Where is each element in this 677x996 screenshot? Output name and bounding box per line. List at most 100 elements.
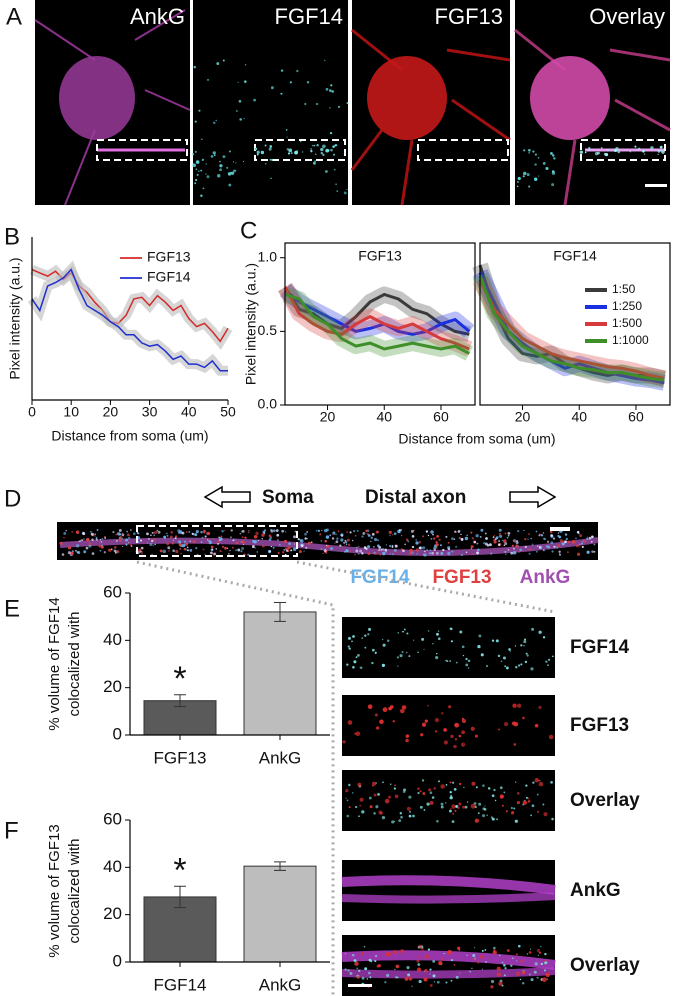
fluorescence-dot	[375, 530, 379, 534]
fluorescence-dot	[588, 146, 591, 150]
channel-label: AnkG	[520, 567, 571, 588]
fluorescence-dot	[361, 976, 365, 980]
fluorescence-dot	[374, 960, 377, 963]
x-tick-label: AnkG	[259, 975, 302, 994]
fluorescence-dot	[343, 550, 346, 553]
fluorescence-dot	[473, 540, 477, 544]
fluorescence-dot	[514, 819, 518, 823]
fluorescence-dot	[353, 660, 357, 664]
fluorescence-dot	[255, 531, 259, 536]
fluorescence-dot	[219, 550, 222, 552]
fluorescence-dot	[392, 720, 395, 723]
fluorescence-dot	[417, 791, 420, 795]
fluorescence-dot	[419, 790, 422, 793]
fluorescence-dot	[378, 549, 381, 551]
fluorescence-dot	[335, 533, 337, 536]
fluorescence-dot	[552, 655, 554, 658]
fluorescence-dot	[536, 551, 538, 553]
fluorescence-dot	[230, 536, 232, 538]
fluorescence-dot	[320, 547, 323, 551]
fluorescence-dot	[504, 532, 507, 535]
fluorescence-dot	[287, 546, 291, 550]
fluorescence-dot	[65, 529, 68, 532]
y-axis-label: colocalized with	[66, 611, 83, 716]
fluorescence-dot	[588, 149, 590, 151]
fluorescence-dot	[369, 976, 372, 979]
fluorescence-dot	[172, 549, 175, 553]
fluorescence-dot	[354, 805, 358, 809]
fluorescence-dot	[212, 151, 216, 155]
fluorescence-dot	[531, 804, 535, 808]
fluorescence-dot	[471, 781, 476, 786]
arrow-left	[203, 485, 251, 509]
fluorescence-dot	[465, 657, 468, 661]
fluorescence-dot	[434, 981, 436, 983]
fluorescence-dot	[537, 545, 539, 547]
fluorescence-dot	[536, 948, 540, 952]
fluorescence-dot	[116, 550, 120, 554]
fluorescence-dot	[496, 966, 501, 971]
fluorescence-dot	[434, 717, 440, 723]
fluorescence-dot	[180, 552, 182, 555]
fluorescence-dot	[490, 552, 493, 555]
fluorescence-dot	[389, 544, 392, 548]
fluorescence-dot	[579, 150, 584, 154]
fluorescence-dot	[464, 536, 469, 541]
fluorescence-dot	[412, 639, 415, 641]
fluorescence-dot	[505, 810, 508, 813]
series-band	[27, 260, 228, 376]
fluorescence-dot	[330, 148, 333, 152]
fluorescence-dot	[525, 652, 528, 655]
fluorescence-dot	[294, 530, 297, 533]
fluorescence-dot	[219, 160, 221, 163]
fluorescence-dot	[364, 634, 367, 637]
fluorescence-dot	[374, 713, 378, 717]
fluorescence-dot	[406, 966, 410, 970]
fluorescence-dot	[435, 540, 438, 544]
fluorescence-dot	[455, 661, 458, 664]
fluorescence-dot	[475, 534, 479, 538]
fluorescence-dot	[437, 637, 441, 641]
fluorescence-dot	[381, 663, 386, 667]
fluorescence-dot	[477, 812, 480, 815]
fluorescence-dot	[469, 970, 471, 973]
fluorescence-dot	[416, 959, 420, 963]
fluorescence-dot	[357, 552, 360, 555]
fluorescence-dot	[545, 167, 549, 171]
series-line	[283, 286, 470, 336]
fluorescence-dot	[357, 782, 362, 787]
fluorescence-dot	[511, 957, 514, 960]
inset-label: FGF13	[570, 715, 629, 736]
fluorescence-dot	[334, 144, 337, 147]
fluorescence-dot	[557, 532, 560, 534]
fluorescence-dot	[99, 549, 102, 552]
y-tick-label: 60	[103, 809, 122, 828]
fluorescence-dot	[445, 981, 448, 984]
fluorescence-dot	[95, 538, 99, 541]
fluorescence-dot	[452, 812, 455, 815]
fluorescence-dot	[464, 805, 468, 809]
fluorescence-dot	[282, 551, 285, 554]
fluorescence-dot	[421, 947, 424, 950]
y-tick-label: 0.5	[258, 322, 278, 338]
fluorescence-dot	[321, 529, 323, 532]
fluorescence-dot	[432, 643, 434, 645]
fluorescence-dot	[423, 554, 425, 556]
fluorescence-dot	[149, 542, 153, 546]
fluorescence-dot	[204, 553, 206, 555]
fluorescence-dot	[200, 169, 203, 172]
fluorescence-dot	[479, 535, 482, 538]
fluorescence-dot	[394, 544, 398, 548]
fluorescence-dot	[416, 967, 422, 972]
fluorescence-dot	[634, 145, 637, 148]
fluorescence-dot	[454, 530, 457, 533]
fluorescence-dot	[461, 718, 467, 724]
fluorescence-dot	[431, 551, 434, 555]
fluorescence-dot	[422, 546, 426, 550]
fluorescence-dot	[399, 812, 402, 815]
fluorescence-dot	[538, 779, 541, 782]
fluorescence-dot	[354, 534, 357, 537]
fluorescence-dot	[241, 547, 245, 550]
fluorescence-dot	[443, 952, 445, 955]
